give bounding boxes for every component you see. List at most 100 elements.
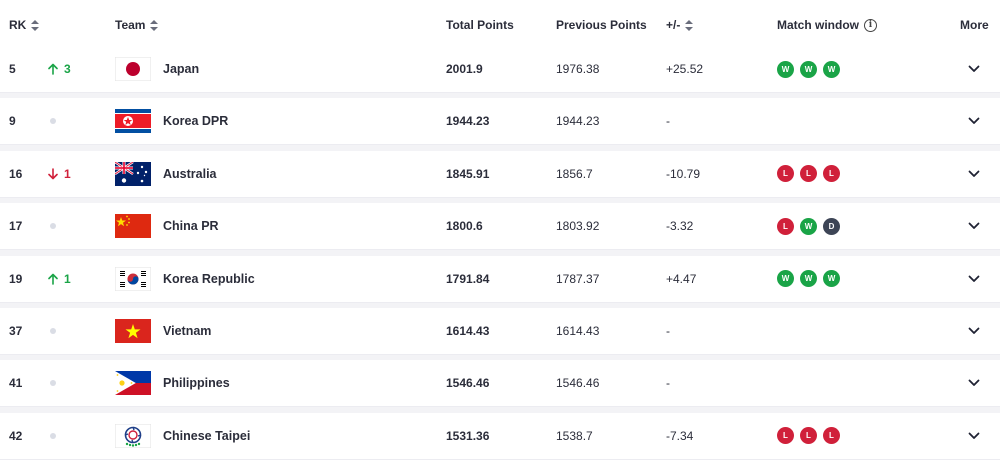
table-row[interactable]: 19 1 Korea Republic 1791.84 1787.37 +4.4… [0, 255, 1000, 303]
points-diff: - [666, 324, 670, 338]
rank-change [48, 308, 56, 354]
match-result-badge: W [823, 60, 840, 78]
column-previous-points: Previous Points [556, 18, 647, 32]
rank-change: 1 [48, 256, 71, 302]
no-change-dot-icon [50, 223, 56, 230]
team-name[interactable]: Korea DPR [163, 114, 229, 129]
points-diff: - [666, 114, 670, 129]
match-result-badge: W [777, 270, 794, 288]
table-row[interactable]: 42 Chinese Taipei 1531.36 1538.7 -7.34 L… [0, 412, 1000, 460]
team-name[interactable]: Vietnam [163, 324, 212, 338]
chevron-down-icon[interactable] [968, 98, 980, 144]
team-name[interactable]: China PR [163, 219, 219, 234]
chevron-down-icon[interactable] [968, 203, 980, 249]
total-points: 1614.43 [446, 324, 490, 338]
rank: 17 [9, 219, 23, 234]
vietnam-flag-icon [115, 319, 151, 343]
chevron-down-icon[interactable] [968, 413, 980, 459]
match-result-badge: L [777, 427, 794, 445]
table-row[interactable]: 37 Vietnam 1614.43 1614.43 - [0, 308, 1000, 355]
points-diff: -7.34 [666, 428, 694, 443]
match-result-badge: D [823, 217, 840, 235]
chevron-down-icon[interactable] [968, 256, 980, 302]
rank: 19 [9, 271, 23, 286]
match-result-badge: L [823, 165, 840, 183]
china-flag-icon [115, 214, 151, 239]
column-rank-label: RK [9, 18, 27, 32]
previous-points: 1803.92 [556, 219, 600, 234]
rank-change [48, 203, 56, 249]
team-name[interactable]: Korea Republic [163, 271, 255, 286]
rank-change [48, 360, 56, 406]
match-result-badge: W [800, 217, 817, 235]
column-more: More [960, 18, 989, 32]
no-change-dot-icon [50, 118, 56, 125]
total-points: 1791.84 [446, 271, 490, 286]
ranking-table-header: RK Team Total Points Previous Points +/-… [0, 0, 1000, 47]
korea-dpr-flag-icon [115, 109, 151, 134]
rank-change-value: 1 [64, 271, 71, 286]
points-diff: -10.79 [666, 166, 701, 181]
chinese-taipei-flag-icon [115, 423, 151, 448]
previous-points: 1546.46 [556, 376, 600, 391]
rank-change-value: 1 [64, 166, 71, 181]
total-points: 1944.23 [446, 114, 490, 129]
points-diff: -3.32 [666, 219, 694, 234]
column-match-window: Match window i [777, 18, 877, 32]
column-team-label: Team [115, 18, 146, 32]
previous-points: 1856.7 [556, 166, 593, 181]
points-diff: - [666, 376, 670, 391]
previous-points: 1976.38 [556, 62, 600, 76]
chevron-down-icon[interactable] [968, 308, 980, 354]
rank: 9 [9, 114, 16, 129]
rank: 37 [9, 324, 23, 338]
table-row[interactable]: 41 Philippines 1546.46 1546.46 - [0, 360, 1000, 408]
table-row[interactable]: 9 Korea DPR 1944.23 1944.23 - [0, 98, 1000, 146]
australia-flag-icon [115, 161, 151, 186]
match-result-badge: W [777, 60, 794, 78]
sort-icon[interactable] [685, 19, 694, 31]
chevron-down-icon[interactable] [968, 46, 980, 92]
team-name[interactable]: Chinese Taipei [163, 428, 251, 443]
points-diff: +4.47 [666, 271, 697, 286]
team-name[interactable]: Japan [163, 62, 200, 76]
match-result-badge: W [800, 270, 817, 288]
team-name[interactable]: Australia [163, 166, 217, 181]
match-result-badge: L [800, 165, 817, 183]
total-points: 1800.6 [446, 219, 483, 234]
rank-change [48, 413, 56, 459]
no-change-dot-icon [50, 432, 56, 439]
match-result-badge: W [800, 60, 817, 78]
rank: 42 [9, 428, 23, 443]
points-diff: +25.52 [666, 62, 704, 76]
column-diff[interactable]: +/- [666, 18, 694, 32]
chevron-down-icon[interactable] [968, 360, 980, 406]
info-icon[interactable]: i [864, 18, 877, 32]
total-points: 2001.9 [446, 62, 483, 76]
previous-points: 1944.23 [556, 114, 600, 129]
sort-icon[interactable] [31, 19, 40, 31]
arrow-up-icon [48, 63, 58, 75]
team-name[interactable]: Philippines [163, 376, 230, 391]
rank: 41 [9, 376, 23, 391]
rank-change [48, 98, 56, 144]
total-points: 1845.91 [446, 166, 490, 181]
match-result-badge: L [777, 165, 794, 183]
match-result-badge: L [777, 217, 794, 235]
column-team[interactable]: Team [115, 18, 159, 32]
column-total-points-label: Total Points [446, 18, 514, 32]
chevron-down-icon[interactable] [968, 151, 980, 197]
arrow-up-icon [48, 273, 58, 285]
match-result-badge: W [823, 270, 840, 288]
column-previous-points-label: Previous Points [556, 18, 647, 32]
sort-icon[interactable] [150, 19, 159, 31]
philippines-flag-icon [115, 371, 151, 396]
total-points: 1546.46 [446, 376, 490, 391]
column-rank[interactable]: RK [9, 18, 40, 32]
